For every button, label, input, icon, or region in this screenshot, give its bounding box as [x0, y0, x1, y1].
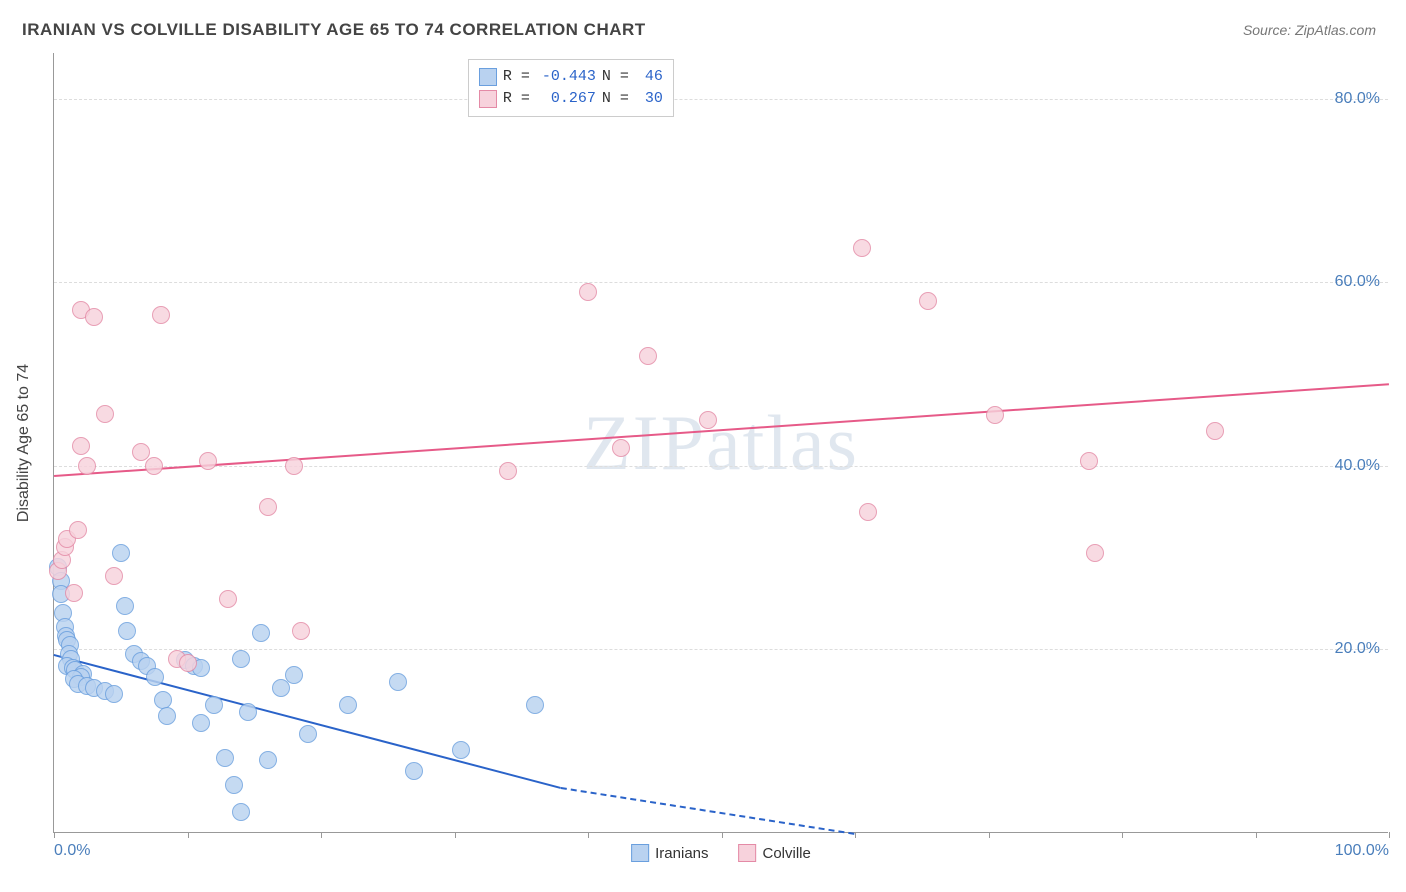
- legend-r-value: -0.443: [536, 66, 596, 88]
- legend-item: Iranians: [631, 844, 708, 862]
- data-point: [699, 411, 717, 429]
- gridline: [54, 466, 1388, 467]
- data-point: [859, 503, 877, 521]
- x-tick: [1389, 832, 1390, 838]
- data-point: [116, 597, 134, 615]
- x-tick: [1122, 832, 1123, 838]
- data-point: [639, 347, 657, 365]
- legend-r-label: R =: [503, 66, 530, 88]
- data-point: [192, 714, 210, 732]
- x-tick: [321, 832, 322, 838]
- legend-n-label: N =: [602, 88, 629, 110]
- legend-row: R = 0.267 N = 30: [479, 88, 663, 110]
- data-point: [579, 283, 597, 301]
- legend-item: Colville: [739, 844, 811, 862]
- x-tick-label: 0.0%: [54, 842, 90, 860]
- legend-r-label: R =: [503, 88, 530, 110]
- legend-swatch: [631, 844, 649, 862]
- data-point: [158, 707, 176, 725]
- data-point: [146, 668, 164, 686]
- legend-row: R = -0.443 N = 46: [479, 66, 663, 88]
- scatter-plot: ZIPatlas Disability Age 65 to 74 20.0%40…: [53, 53, 1388, 833]
- data-point: [216, 749, 234, 767]
- data-point: [205, 696, 223, 714]
- chart-title: IRANIAN VS COLVILLE DISABILITY AGE 65 TO…: [22, 20, 646, 40]
- legend-n-label: N =: [602, 66, 629, 88]
- data-point: [145, 457, 163, 475]
- source-label: Source: ZipAtlas.com: [1243, 22, 1376, 38]
- data-point: [105, 685, 123, 703]
- data-point: [259, 498, 277, 516]
- trend-line: [53, 654, 561, 789]
- data-point: [199, 452, 217, 470]
- data-point: [69, 521, 87, 539]
- x-tick: [855, 832, 856, 838]
- data-point: [339, 696, 357, 714]
- data-point: [299, 725, 317, 743]
- x-tick: [1256, 832, 1257, 838]
- data-point: [1086, 544, 1104, 562]
- data-point: [389, 673, 407, 691]
- trend-line: [561, 787, 855, 835]
- data-point: [152, 306, 170, 324]
- data-point: [232, 803, 250, 821]
- gridline: [54, 649, 1388, 650]
- legend-n-value: 30: [635, 88, 663, 110]
- data-point: [919, 292, 937, 310]
- data-point: [118, 622, 136, 640]
- data-point: [219, 590, 237, 608]
- data-point: [232, 650, 250, 668]
- gridline: [54, 99, 1388, 100]
- x-tick-label: 100.0%: [1335, 842, 1389, 860]
- legend-swatch: [739, 844, 757, 862]
- data-point: [285, 666, 303, 684]
- legend-swatch: [479, 90, 497, 108]
- x-tick: [455, 832, 456, 838]
- legend-label: Iranians: [655, 845, 708, 862]
- data-point: [96, 405, 114, 423]
- x-tick: [54, 832, 55, 838]
- x-tick: [188, 832, 189, 838]
- data-point: [105, 567, 123, 585]
- data-point: [612, 439, 630, 457]
- data-point: [239, 703, 257, 721]
- series-legend: Iranians Colville: [631, 844, 811, 862]
- data-point: [452, 741, 470, 759]
- trend-line: [54, 383, 1389, 477]
- data-point: [259, 751, 277, 769]
- y-tick-label: 40.0%: [1335, 457, 1380, 475]
- correlation-legend: R = -0.443 N = 46 R = 0.267 N = 30: [468, 59, 674, 117]
- data-point: [853, 239, 871, 257]
- data-point: [225, 776, 243, 794]
- x-tick: [588, 832, 589, 838]
- legend-n-value: 46: [635, 66, 663, 88]
- x-tick: [989, 832, 990, 838]
- data-point: [179, 654, 197, 672]
- data-point: [292, 622, 310, 640]
- data-point: [499, 462, 517, 480]
- data-point: [112, 544, 130, 562]
- y-axis-label: Disability Age 65 to 74: [15, 363, 33, 521]
- data-point: [526, 696, 544, 714]
- legend-swatch: [479, 68, 497, 86]
- y-tick-label: 60.0%: [1335, 273, 1380, 291]
- data-point: [85, 308, 103, 326]
- data-point: [65, 584, 83, 602]
- data-point: [285, 457, 303, 475]
- legend-label: Colville: [763, 845, 811, 862]
- gridline: [54, 282, 1388, 283]
- data-point: [405, 762, 423, 780]
- data-point: [1080, 452, 1098, 470]
- data-point: [986, 406, 1004, 424]
- y-tick-label: 20.0%: [1335, 640, 1380, 658]
- x-tick: [722, 832, 723, 838]
- legend-r-value: 0.267: [536, 88, 596, 110]
- data-point: [252, 624, 270, 642]
- data-point: [1206, 422, 1224, 440]
- data-point: [72, 437, 90, 455]
- data-point: [78, 457, 96, 475]
- y-tick-label: 80.0%: [1335, 90, 1380, 108]
